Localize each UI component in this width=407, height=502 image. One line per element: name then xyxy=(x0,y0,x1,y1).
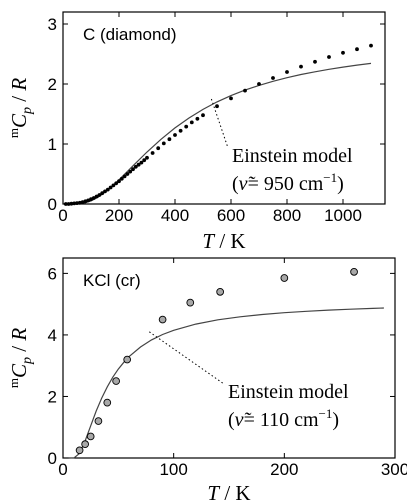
data-point xyxy=(123,355,132,364)
panel-label: C (diamond) xyxy=(83,25,177,44)
data-point xyxy=(327,55,331,59)
data-point xyxy=(161,141,166,146)
data-point xyxy=(341,50,345,55)
annotation-leader xyxy=(149,331,225,385)
annotation-leader xyxy=(210,98,229,149)
panel-label: KCl (cr) xyxy=(83,271,141,290)
data-point xyxy=(355,47,359,52)
data-point xyxy=(167,137,172,142)
y-tick-label: 2 xyxy=(48,75,57,94)
x-tick-label: 0 xyxy=(58,206,67,225)
data-point xyxy=(150,151,155,155)
data-point xyxy=(184,124,189,129)
x-tick-label: 1000 xyxy=(324,206,362,225)
data-point xyxy=(271,76,275,80)
data-point xyxy=(145,155,149,160)
plot-frame xyxy=(62,257,396,459)
data-point xyxy=(75,446,84,455)
data-point xyxy=(299,64,303,69)
data-point xyxy=(215,104,219,109)
data-point xyxy=(75,201,79,206)
y-axis-title: mCp / R xyxy=(6,328,35,388)
data-point xyxy=(91,196,96,200)
einstein-model-curve xyxy=(68,307,384,459)
data-point xyxy=(189,120,194,125)
y-tick-label: 0 xyxy=(48,449,57,468)
data-point xyxy=(243,88,247,93)
data-point xyxy=(131,167,135,172)
data-point xyxy=(86,432,95,441)
data-point xyxy=(63,202,68,206)
data-point xyxy=(158,315,167,324)
x-tick-label: 0 xyxy=(58,460,67,479)
annotation-title: Einstein model xyxy=(232,145,353,167)
y-axis-title: mCp / R xyxy=(6,78,35,138)
data-point xyxy=(94,194,99,199)
data-point xyxy=(201,113,205,118)
data-point xyxy=(100,191,105,196)
data-point xyxy=(112,377,120,385)
data-point xyxy=(97,193,102,197)
data-point xyxy=(69,201,74,206)
data-point xyxy=(280,274,289,282)
data-point xyxy=(81,440,89,449)
data-point xyxy=(105,187,110,192)
data-point xyxy=(173,133,177,137)
data-point xyxy=(114,181,119,186)
data-point xyxy=(216,287,224,296)
data-point xyxy=(125,172,130,176)
data-point xyxy=(111,183,116,188)
data-point xyxy=(186,298,195,307)
data-point xyxy=(139,160,144,165)
y-tick-label: 0 xyxy=(48,195,57,214)
data-point xyxy=(66,202,71,206)
data-point xyxy=(122,174,127,179)
data-point xyxy=(350,267,358,276)
data-point xyxy=(103,189,107,194)
y-tick-label: 6 xyxy=(48,264,57,283)
data-point xyxy=(195,116,200,121)
data-point xyxy=(119,176,124,181)
data-point xyxy=(136,162,141,167)
data-point xyxy=(178,128,183,133)
plot-frame xyxy=(62,11,386,205)
y-tick-label: 3 xyxy=(48,15,57,34)
annotation-wavenumber: (ν̃= 950 cm−1) xyxy=(232,170,344,195)
x-tick-label: 600 xyxy=(217,206,245,225)
data-point xyxy=(285,70,289,74)
data-point xyxy=(313,59,317,64)
x-axis-title: T / K xyxy=(202,229,245,253)
data-point xyxy=(108,185,113,190)
x-tick-label: 200 xyxy=(105,206,133,225)
data-point xyxy=(142,158,147,163)
chart-panel-2: 0 100 200 300 0 2 4 6 KCl (cr) Einstein model (ν̃=… xyxy=(6,257,407,502)
data-point xyxy=(128,169,133,174)
x-tick-label: 300 xyxy=(381,460,407,479)
data-point xyxy=(156,146,161,151)
data-point xyxy=(257,82,261,86)
x-tick-label: 100 xyxy=(159,460,187,479)
y-tick-label: 2 xyxy=(48,387,57,406)
data-point xyxy=(133,164,138,169)
data-point xyxy=(229,96,233,101)
data-point xyxy=(117,179,121,184)
annotation-title: Einstein model xyxy=(228,381,349,403)
y-tick-label: 1 xyxy=(48,135,57,154)
data-point xyxy=(103,398,112,407)
x-tick-label: 200 xyxy=(270,460,298,479)
x-tick-label: 800 xyxy=(273,206,301,225)
annotation-wavenumber: (ν̃= 110 cm−1) xyxy=(228,406,339,431)
x-tick-label: 400 xyxy=(161,206,189,225)
y-tick-label: 4 xyxy=(48,326,57,345)
data-point xyxy=(369,43,373,48)
data-point xyxy=(72,201,77,206)
chart-panel-1: 0 200 400 600 800 1000 0 1 2 3 C (diamond) Einstein… xyxy=(6,11,386,253)
x-axis-title: T / K xyxy=(207,481,250,502)
data-point xyxy=(94,417,103,425)
